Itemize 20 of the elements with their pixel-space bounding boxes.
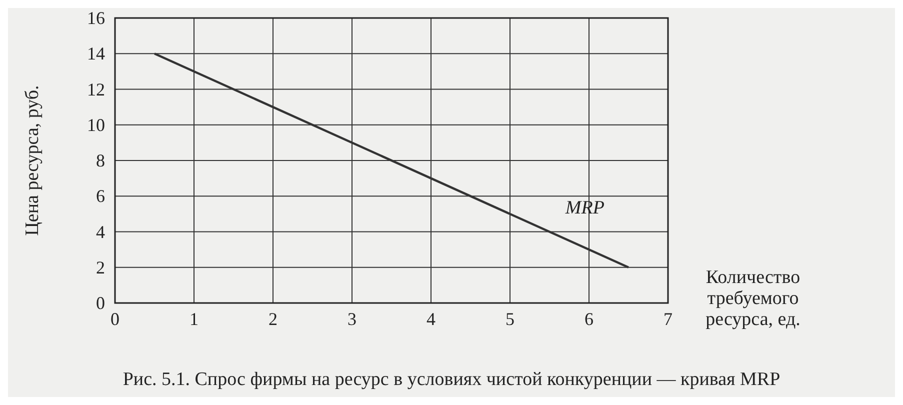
y-tick-label: 2 [96, 257, 105, 278]
y-tick-label: 16 [87, 8, 105, 28]
x-tick-label: 6 [584, 309, 594, 329]
y-axis-title: Цена ресурса, руб. [22, 85, 43, 236]
x-tick-label: 7 [664, 309, 672, 329]
x-tick-label: 1 [190, 309, 198, 329]
x-tick-label: 0 [110, 309, 120, 329]
x-axis-title: Количество требуемого ресурса, ед. [706, 267, 800, 330]
x-tick-label: 2 [268, 309, 278, 329]
y-tick-label: 14 [87, 44, 105, 64]
y-tick-label: 4 [96, 222, 105, 242]
x-tick-label: 5 [506, 309, 514, 329]
x-tick-label: 3 [348, 309, 356, 329]
x-tick-label: 4 [426, 309, 436, 329]
text: Рис. 5.1. Спрос фирмы на ресурс в условиях чистой конкуренции — кривая MRP [122, 369, 780, 390]
y-tick-label: 6 [96, 186, 105, 206]
y-tick-label: 10 [87, 114, 105, 135]
y-tick-label: 0 [96, 293, 105, 313]
y-tick-label: 8 [96, 150, 105, 170]
y-tick-label: 12 [87, 79, 105, 100]
